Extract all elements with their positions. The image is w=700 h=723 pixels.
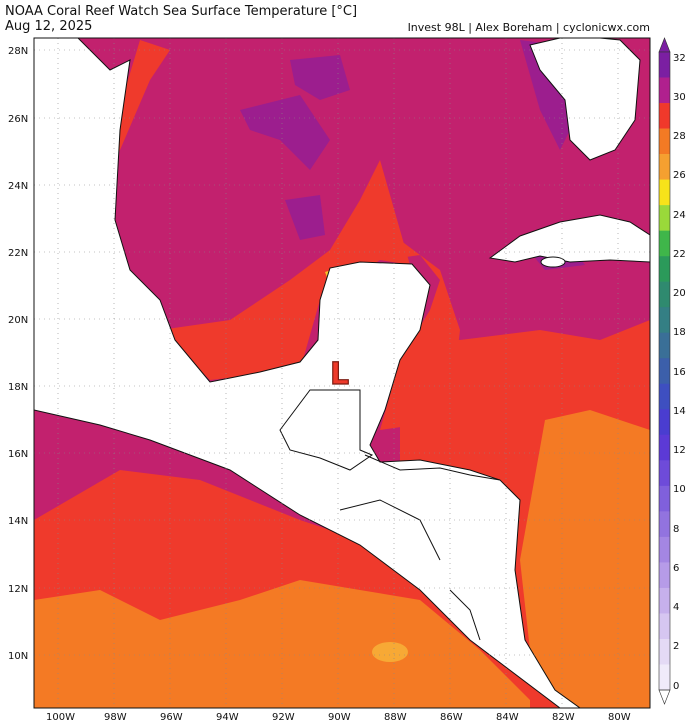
colorbar-segment [659, 434, 670, 461]
colorbar-tick-label: 26 [673, 170, 686, 181]
colorbar-tick-label: 24 [673, 210, 686, 221]
colorbar-segment [659, 103, 670, 129]
colorbar-segment [659, 307, 670, 334]
lat-label: 24N [8, 181, 28, 192]
lat-label: 10N [8, 651, 28, 662]
colorbar-segment [659, 562, 670, 589]
colorbar-segment [659, 485, 670, 512]
colorbar-segment [659, 256, 670, 282]
colorbar-segment [659, 332, 670, 359]
colorbar-tick-label: 28 [673, 131, 686, 142]
colorbar-tick-label: 10 [673, 484, 686, 495]
lat-label: 28N [8, 46, 28, 57]
map-credit: Invest 98L | Alex Boreham | cyclonicwx.c… [407, 21, 650, 34]
colorbar-segment [659, 205, 670, 231]
map-date: Aug 12, 2025 [5, 19, 93, 34]
colorbar-segment [659, 77, 670, 104]
lon-label: 98W [104, 712, 127, 723]
colorbar-segment [659, 536, 670, 563]
land [34, 38, 650, 708]
lon-label: 92W [272, 712, 295, 723]
lon-label: 90W [328, 712, 351, 723]
colorbar-tick-label: 16 [673, 367, 686, 378]
lon-label: 80W [608, 712, 631, 723]
lat-label: 26N [8, 114, 28, 125]
longitude-labels: 100W 98W 96W 94W 92W 90W 88W 86W 84W 82W… [46, 712, 631, 723]
lat-label: 14N [8, 516, 28, 527]
colorbar-segment [659, 230, 670, 257]
colorbar-segment [659, 179, 670, 206]
lat-label: 18N [8, 382, 28, 393]
colorbar-tick-label: 6 [673, 563, 679, 574]
colorbar-segment [659, 460, 670, 487]
colorbar-frame [658, 51, 671, 691]
map-frame [33, 37, 651, 709]
colorbar-max-arrow [658, 37, 671, 53]
colorbar-tick-label: 8 [673, 524, 679, 535]
colorbar-tick-label: 20 [673, 288, 686, 299]
colorbar-tick-label: 22 [673, 249, 686, 260]
colorbar-segment [659, 281, 670, 308]
lon-label: 86W [440, 712, 463, 723]
lon-label: 100W [46, 712, 75, 723]
lon-label: 88W [384, 712, 407, 723]
colorbar-segment [659, 128, 670, 155]
colorbar-labels: 32 30 28 26 24 22 20 18 16 14 12 10 8 6 … [673, 53, 686, 692]
colorbar-tick-label: 14 [673, 406, 686, 417]
colorbar-segment [659, 638, 670, 665]
lon-label: 84W [496, 712, 519, 723]
lat-label: 20N [8, 315, 28, 326]
colorbar-segment [659, 511, 670, 538]
lon-label: 96W [160, 712, 183, 723]
colorbar-segment [659, 383, 670, 410]
colorbar-segment [659, 358, 670, 385]
colorbar-tick-label: 12 [673, 445, 686, 456]
lat-label: 22N [8, 248, 28, 259]
colorbar-segment [659, 664, 670, 691]
colorbar-tick-label: 0 [673, 681, 679, 692]
lon-label: 94W [216, 712, 239, 723]
lon-label: 82W [552, 712, 575, 723]
map-title: NOAA Coral Reef Watch Sea Surface Temper… [5, 4, 358, 19]
colorbar-segment [659, 154, 670, 180]
gridlines [34, 38, 650, 708]
low-pressure-marker: L [330, 357, 349, 392]
colorbar-segment [659, 613, 670, 640]
latitude-labels: 28N 26N 24N 22N 20N 18N 16N 14N 12N 10N [8, 46, 28, 662]
colorbar-min-arrow [658, 689, 671, 705]
colorbar-segment [659, 52, 670, 78]
lat-label: 12N [8, 584, 28, 595]
colorbar-tick-label: 2 [673, 641, 679, 652]
colorbar [658, 37, 671, 705]
colorbar-tick-label: 30 [673, 92, 686, 103]
colorbar-tick-label: 32 [673, 53, 686, 64]
lat-label: 16N [8, 449, 28, 460]
colorbar-segment [659, 409, 670, 436]
colorbar-segment [659, 587, 670, 614]
colorbar-tick-label: 4 [673, 602, 679, 613]
colorbar-tick-label: 18 [673, 327, 686, 338]
